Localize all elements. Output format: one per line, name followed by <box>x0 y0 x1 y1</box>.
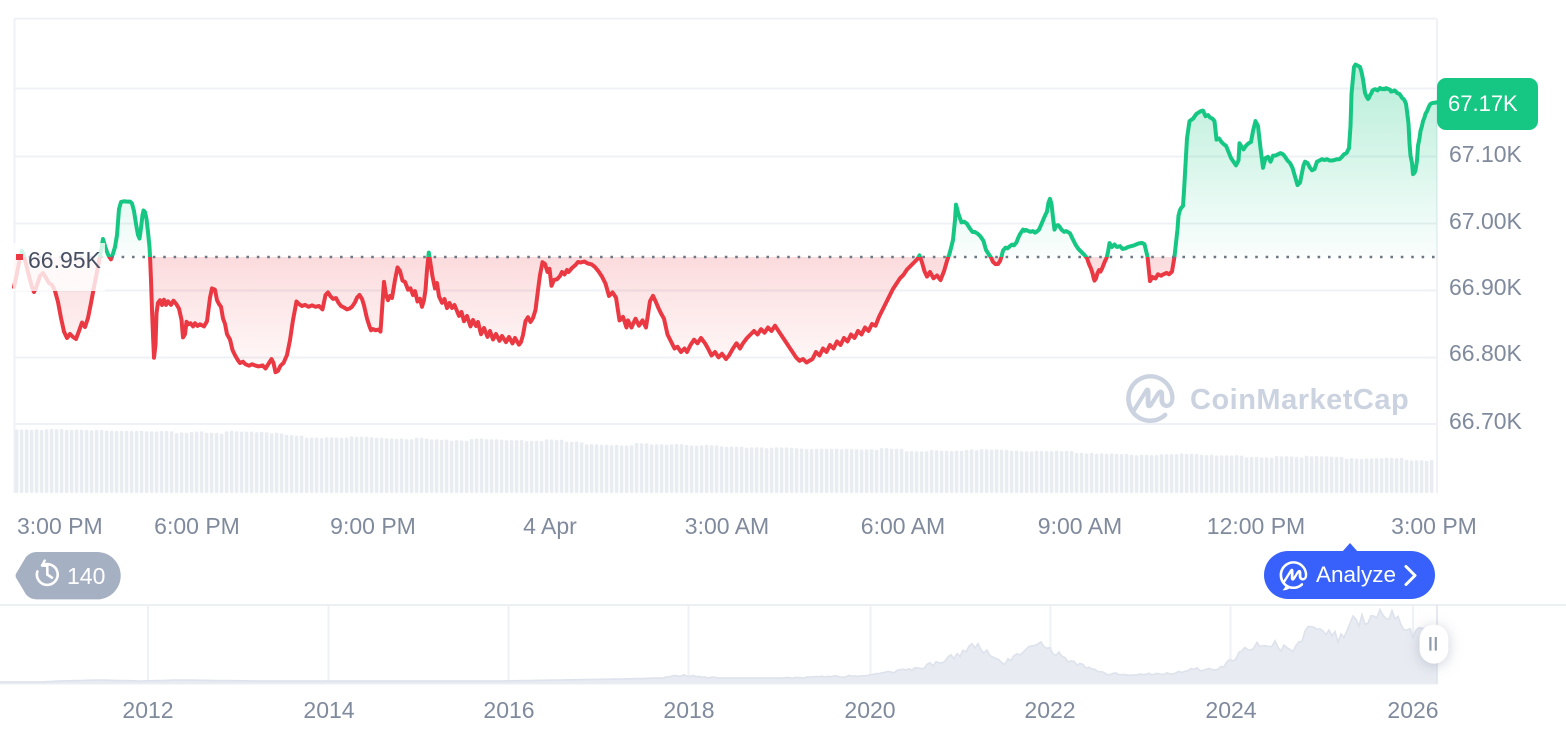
svg-text:CoinMarketCap: CoinMarketCap <box>1190 384 1409 416</box>
svg-text:140: 140 <box>67 563 105 589</box>
